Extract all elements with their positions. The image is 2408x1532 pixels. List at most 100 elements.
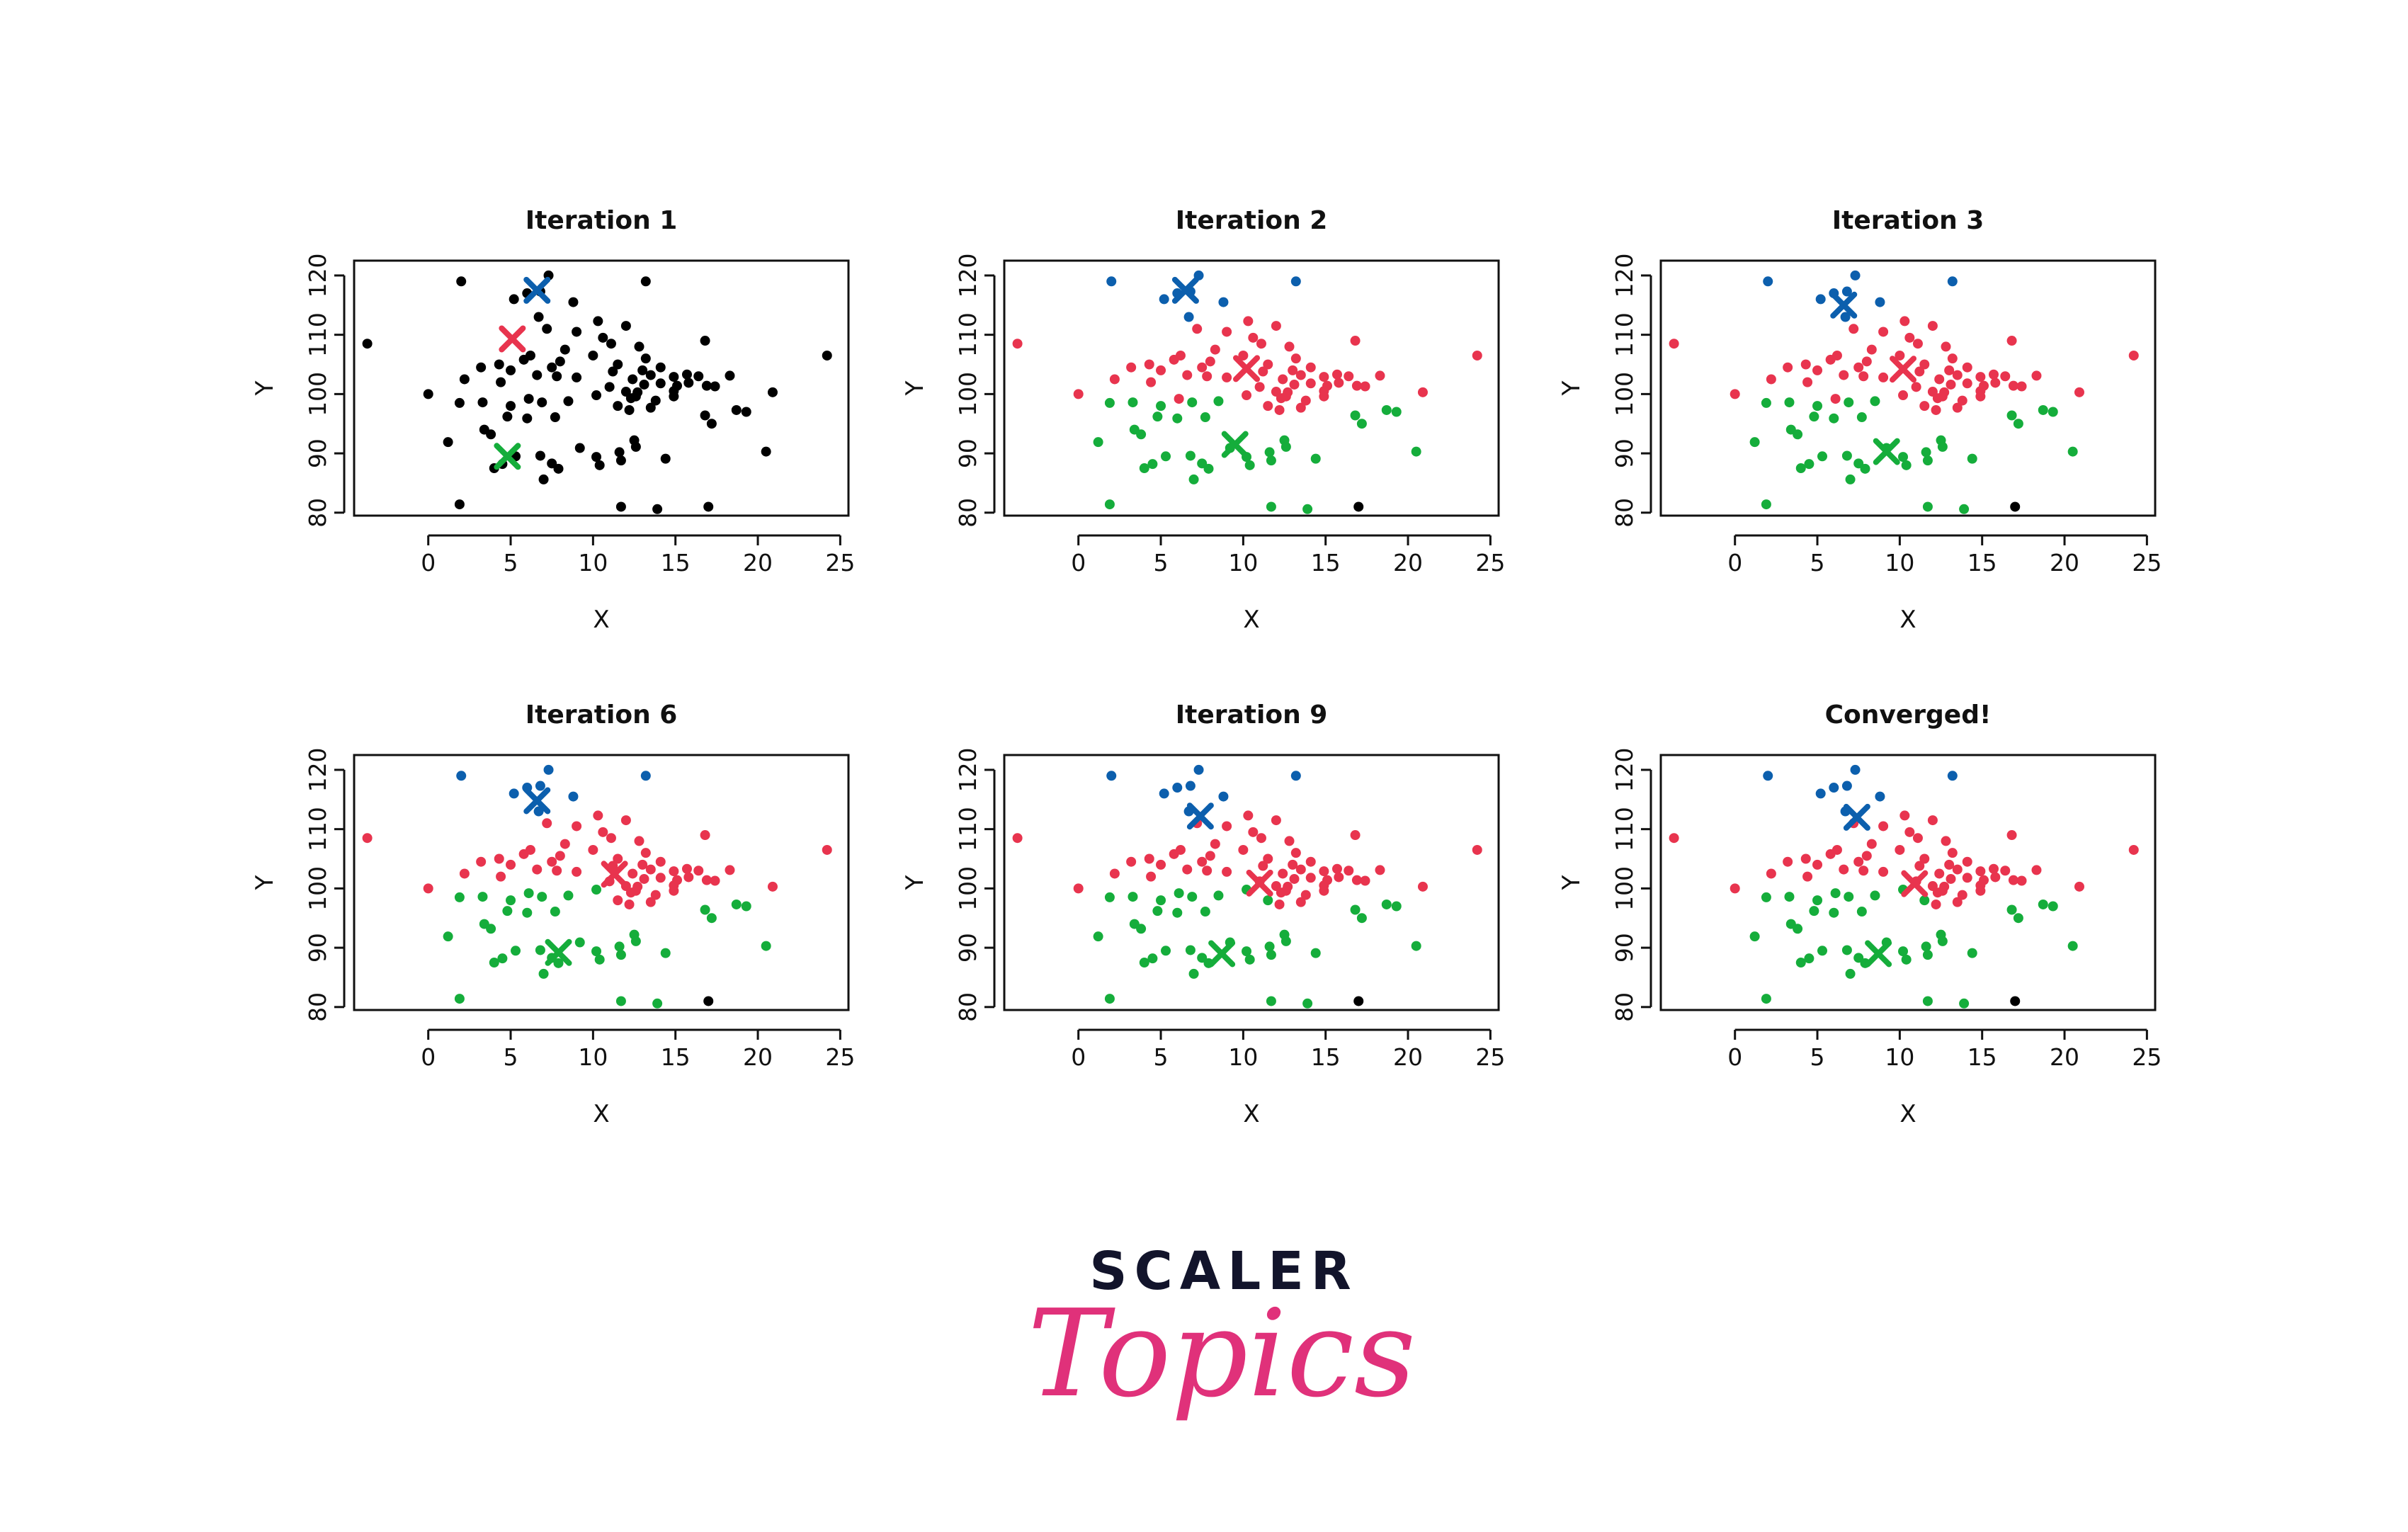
data-point xyxy=(767,387,778,397)
data-point xyxy=(1841,450,1852,461)
data-point xyxy=(423,389,433,399)
data-point xyxy=(1147,459,1158,470)
y-tick-label: 110 xyxy=(954,312,982,357)
scatter-panel: Iteration 3 0 5 10 15 20 25 X 80 90 100 110 120 Y xyxy=(1557,206,2162,634)
data-point xyxy=(1290,771,1301,781)
data-point xyxy=(1947,771,1958,781)
data-point xyxy=(822,350,832,361)
data-point xyxy=(456,276,467,287)
data-point xyxy=(1222,821,1232,832)
data-point xyxy=(1783,362,1793,373)
data-point xyxy=(1334,872,1344,883)
data-point xyxy=(1417,881,1428,892)
data-point xyxy=(640,353,651,364)
data-point xyxy=(494,359,504,370)
data-point xyxy=(1185,945,1196,955)
y-tick-label: 100 xyxy=(954,372,982,416)
data-point xyxy=(606,339,616,349)
y-tick-label: 80 xyxy=(1611,992,1638,1022)
data-point xyxy=(1295,864,1306,875)
data-point xyxy=(574,443,585,453)
data-point xyxy=(1941,341,1951,352)
data-point xyxy=(640,276,651,287)
data-point xyxy=(591,390,602,401)
data-point xyxy=(1841,286,1852,297)
data-point xyxy=(1159,788,1169,799)
data-point xyxy=(1761,892,1771,902)
data-point xyxy=(496,871,506,882)
panel-title: Iteration 6 xyxy=(526,700,678,730)
data-point xyxy=(1200,907,1210,917)
data-point xyxy=(563,890,574,901)
data-point xyxy=(655,856,666,867)
data-point xyxy=(1288,365,1298,375)
data-point xyxy=(1156,401,1166,412)
data-point xyxy=(522,413,533,424)
data-point xyxy=(637,365,648,375)
data-point xyxy=(1266,501,1276,512)
data-point xyxy=(1875,297,1885,307)
data-point xyxy=(594,954,605,965)
data-point xyxy=(2048,901,2058,912)
x-tick-label: 20 xyxy=(2050,549,2079,577)
data-point xyxy=(2008,875,2018,885)
x-tick-label: 10 xyxy=(1885,1043,1914,1071)
data-point xyxy=(1288,859,1298,870)
data-point xyxy=(613,401,623,412)
y-axis-label: Y xyxy=(1557,380,1586,396)
x-tick-label: 0 xyxy=(421,549,436,577)
plot-frame xyxy=(1003,259,1500,517)
centroid-marker xyxy=(1901,870,1929,897)
y-axis-label: Y xyxy=(251,875,279,890)
data-point xyxy=(1959,504,1970,514)
scatter-panel: Iteration 9 0 5 10 15 20 25 X 80 90 100 110 120 Y xyxy=(901,700,1505,1128)
data-point xyxy=(655,873,666,883)
data-point xyxy=(588,844,598,855)
x-tick-label: 10 xyxy=(1885,549,1914,577)
data-point xyxy=(591,885,602,895)
data-point xyxy=(1932,393,1943,404)
data-point xyxy=(1258,366,1268,377)
data-point xyxy=(1144,359,1154,370)
x-tick-label: 5 xyxy=(1154,1043,1169,1071)
data-point xyxy=(1901,954,1912,965)
data-point xyxy=(552,866,562,876)
centroid-marker xyxy=(1208,940,1236,968)
data-point xyxy=(615,950,626,960)
panel-title: Iteration 3 xyxy=(1832,206,1984,235)
data-point xyxy=(1914,366,1925,377)
data-point xyxy=(1147,953,1158,964)
scatter-panel: Iteration 6 0 5 10 15 20 25 X 80 90 100 110 120 Y xyxy=(251,700,855,1128)
data-point xyxy=(1669,339,1679,349)
data-point xyxy=(1944,859,1955,870)
data-point xyxy=(731,404,742,415)
x-axis-label: X xyxy=(1899,606,1916,634)
data-point xyxy=(700,904,710,915)
data-point xyxy=(1946,873,1956,884)
data-point xyxy=(2010,501,2021,512)
centroid-marker xyxy=(601,861,628,888)
data-point xyxy=(553,463,564,474)
panel-title: Iteration 1 xyxy=(526,206,678,235)
data-point xyxy=(1861,356,1872,367)
data-point xyxy=(1856,412,1867,423)
data-point xyxy=(1156,365,1166,375)
data-point xyxy=(650,890,661,900)
data-point xyxy=(1300,395,1311,406)
data-point xyxy=(568,791,579,802)
data-point xyxy=(700,410,710,421)
data-point xyxy=(1305,378,1316,389)
panel-title: Converged! xyxy=(1825,700,1992,730)
data-point xyxy=(454,397,465,408)
data-point xyxy=(2128,350,2139,361)
data-point xyxy=(1106,276,1117,287)
data-point xyxy=(2128,844,2139,855)
data-point xyxy=(1795,958,1806,968)
data-point xyxy=(1305,362,1316,373)
data-point xyxy=(1310,948,1321,958)
data-point xyxy=(1300,890,1311,900)
data-point xyxy=(2000,866,2011,876)
data-point xyxy=(1860,463,1870,474)
data-point xyxy=(547,458,557,469)
data-point xyxy=(645,897,656,907)
